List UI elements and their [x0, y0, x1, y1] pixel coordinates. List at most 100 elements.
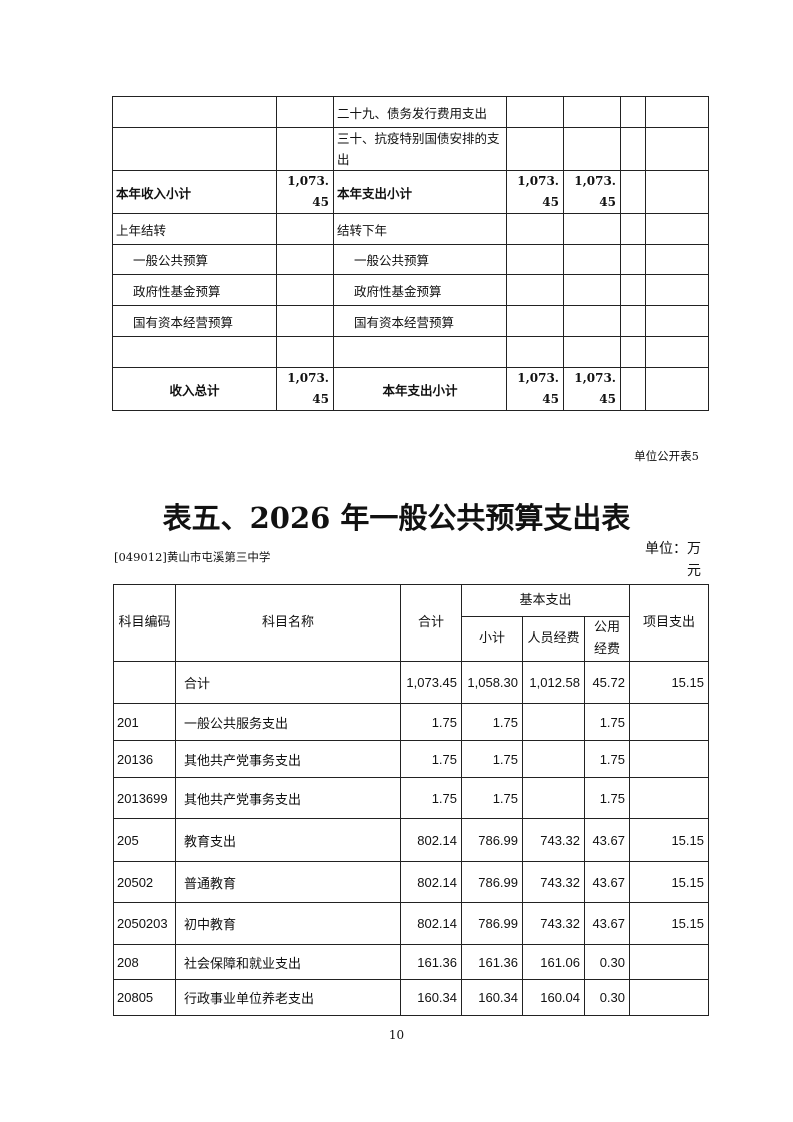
left-label: 收入总计	[112, 367, 277, 411]
cell-public: 43.67	[584, 861, 630, 903]
cell-total: 1.75	[400, 777, 462, 819]
empty-cell	[620, 213, 646, 245]
table-label: 单位公开表5	[634, 449, 699, 463]
value-1: 1,073.45	[506, 367, 564, 411]
table-row: 二十九、债务发行费用支出	[112, 96, 709, 128]
cell-public: 0.30	[584, 944, 630, 980]
empty-cell	[645, 127, 709, 171]
cell-personnel: 743.32	[522, 902, 585, 945]
left-label	[112, 96, 277, 128]
cell-code: 20136	[113, 740, 176, 778]
value-2	[563, 336, 621, 368]
value-1	[506, 96, 564, 128]
right-label: 二十九、债务发行费用支出	[333, 96, 507, 128]
cell-name: 教育支出	[175, 818, 401, 862]
empty-cell	[620, 127, 646, 171]
cell-public: 1.75	[584, 740, 630, 778]
cell-total: 160.34	[400, 979, 462, 1016]
table-row: 一般公共预算 一般公共预算	[112, 244, 709, 275]
cell-public: 1.75	[584, 703, 630, 741]
value-1	[506, 305, 564, 337]
table-row: 201 一般公共服务支出 1.75 1.75 1.75	[113, 703, 709, 741]
cell-personnel: 1,012.58	[522, 661, 585, 704]
value-1	[506, 336, 564, 368]
header-project: 项目支出	[629, 584, 709, 662]
cell-public: 1.75	[584, 777, 630, 819]
left-value: 1,073.45	[276, 367, 334, 411]
cell-project: 15.15	[629, 818, 709, 862]
header-personnel: 人员经费	[522, 616, 585, 662]
cell-total: 802.14	[400, 818, 462, 862]
table-row: 合计 1,073.45 1,058.30 1,012.58 45.72 15.15	[113, 661, 709, 704]
cell-code: 2013699	[113, 777, 176, 819]
empty-cell	[645, 213, 709, 245]
table-row: 208 社会保障和就业支出 161.36 161.36 161.06 0.30	[113, 944, 709, 980]
cell-code	[113, 661, 176, 704]
empty-cell	[645, 305, 709, 337]
right-label: 本年支出小计	[333, 170, 507, 214]
empty-cell	[620, 305, 646, 337]
table-row	[112, 336, 709, 368]
empty-cell	[645, 274, 709, 306]
empty-cell	[645, 336, 709, 368]
cell-subtotal: 1,058.30	[461, 661, 523, 704]
table-row: 2050203 初中教育 802.14 786.99 743.32 43.67 15.15	[113, 902, 709, 945]
cell-project	[629, 703, 709, 741]
cell-total: 802.14	[400, 902, 462, 945]
cell-subtotal: 786.99	[461, 818, 523, 862]
left-value	[276, 244, 334, 275]
empty-cell	[620, 170, 646, 214]
value-1	[506, 274, 564, 306]
empty-cell	[645, 244, 709, 275]
right-label: 结转下年	[333, 213, 507, 245]
cell-project: 15.15	[629, 902, 709, 945]
cell-code: 208	[113, 944, 176, 980]
cell-name: 初中教育	[175, 902, 401, 945]
cell-name: 其他共产党事务支出	[175, 777, 401, 819]
cell-project: 15.15	[629, 861, 709, 903]
empty-cell	[620, 367, 646, 411]
cell-subtotal: 1.75	[461, 703, 523, 741]
cell-code: 2050203	[113, 902, 176, 945]
value-2	[563, 213, 621, 245]
cell-personnel: 743.32	[522, 861, 585, 903]
cell-total: 161.36	[400, 944, 462, 980]
left-label	[112, 127, 277, 171]
cell-project	[629, 740, 709, 778]
left-value: 1,073.45	[276, 170, 334, 214]
cell-total: 1,073.45	[400, 661, 462, 704]
cell-project	[629, 979, 709, 1016]
organization-name: [049012]黄山市屯溪第三中学	[114, 550, 271, 564]
table-row: 政府性基金预算 政府性基金预算	[112, 274, 709, 306]
value-1	[506, 213, 564, 245]
cell-subtotal: 1.75	[461, 777, 523, 819]
page-number: 10	[388, 1028, 405, 1042]
value-2	[563, 305, 621, 337]
cell-personnel: 161.06	[522, 944, 585, 980]
value-2	[563, 274, 621, 306]
left-label: 国有资本经营预算	[112, 305, 277, 337]
cell-subtotal: 786.99	[461, 902, 523, 945]
value-2: 1,073.45	[563, 367, 621, 411]
left-value	[276, 96, 334, 128]
table-row: 20136 其他共产党事务支出 1.75 1.75 1.75	[113, 740, 709, 778]
cell-total: 1.75	[400, 703, 462, 741]
left-value	[276, 305, 334, 337]
cell-total: 802.14	[400, 861, 462, 903]
left-value	[276, 127, 334, 171]
header-public: 公用经费	[584, 616, 630, 662]
cell-total: 1.75	[400, 740, 462, 778]
cell-public: 0.30	[584, 979, 630, 1016]
empty-cell	[645, 96, 709, 128]
left-label: 政府性基金预算	[112, 274, 277, 306]
general-budget-expenditure-table: 科目编码 科目名称 合计 基本支出 项目支出 小计 人员经费 公用经费 合计 1,…	[113, 584, 709, 1016]
cell-code: 201	[113, 703, 176, 741]
cell-public: 43.67	[584, 818, 630, 862]
cell-personnel	[522, 777, 585, 819]
table-row: 20805 行政事业单位养老支出 160.34 160.34 160.04 0.30	[113, 979, 709, 1016]
cell-name: 其他共产党事务支出	[175, 740, 401, 778]
table-row: 国有资本经营预算 国有资本经营预算	[112, 305, 709, 337]
header-name: 科目名称	[175, 584, 401, 662]
cell-name: 一般公共服务支出	[175, 703, 401, 741]
